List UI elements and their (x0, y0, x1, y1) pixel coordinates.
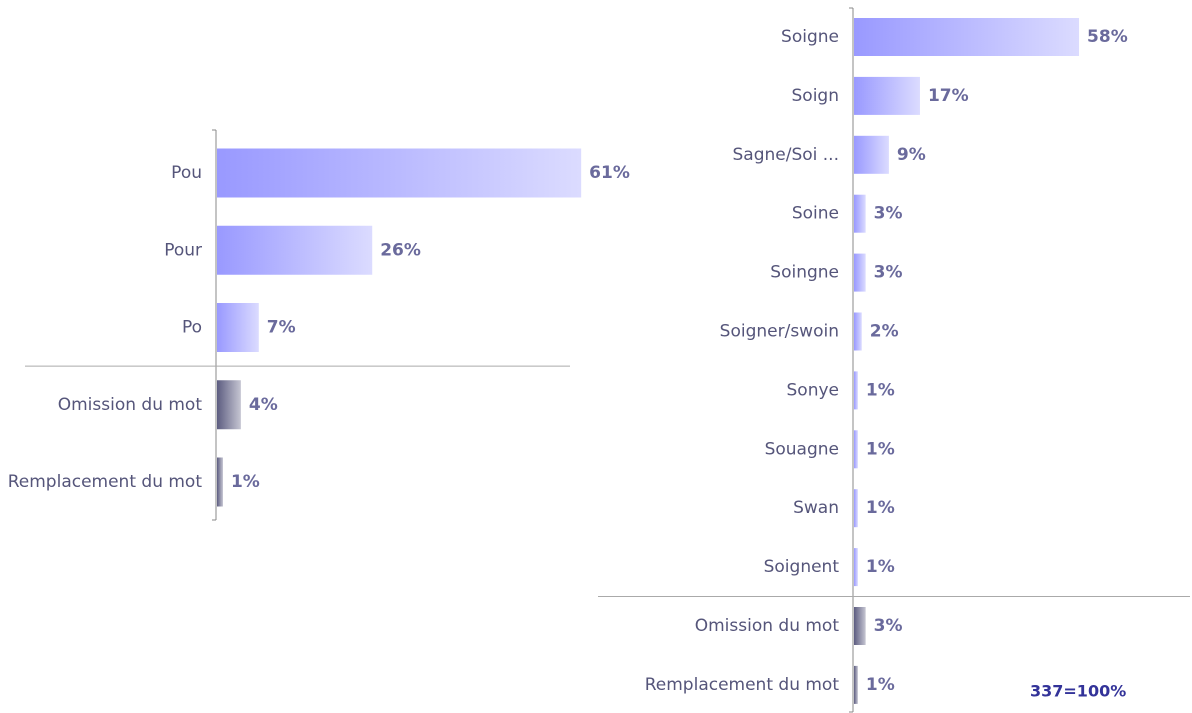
value-label: 17% (928, 86, 969, 106)
value-label: 26% (380, 240, 421, 260)
category-label: Soigner/swoin (720, 322, 839, 342)
category-label: Remplacement du mot (8, 472, 203, 492)
bar (854, 430, 858, 469)
category-label: Sonye (787, 380, 840, 400)
bar (217, 225, 373, 275)
value-label: 1% (866, 675, 895, 695)
value-label: 1% (231, 472, 260, 492)
category-label: Pour (164, 240, 202, 260)
bar (854, 194, 866, 233)
category-label: Soigne (781, 27, 839, 47)
bar (217, 380, 241, 430)
bar (854, 253, 866, 292)
bar (854, 489, 858, 528)
bar (854, 135, 889, 174)
category-label: Remplacement du mot (645, 675, 840, 695)
category-label: Sagne/Soi ... (733, 145, 840, 165)
value-label: 3% (874, 263, 903, 283)
value-label: 1% (866, 380, 895, 400)
footnote: 337=100% (1030, 682, 1126, 701)
value-label: 3% (874, 204, 903, 224)
category-label: Soignent (764, 557, 840, 577)
bar (854, 76, 920, 115)
bar (854, 548, 858, 587)
value-label: 1% (866, 557, 895, 577)
bar (217, 303, 259, 352)
bar (854, 665, 858, 704)
value-label: 1% (866, 439, 895, 459)
bar (217, 148, 582, 198)
category-label: Omission du mot (695, 616, 840, 636)
bar (854, 607, 866, 645)
category-label: Soingne (770, 263, 839, 283)
category-label: Omission du mot (58, 395, 203, 415)
value-label: 7% (267, 318, 296, 338)
category-label: Soine (792, 204, 839, 224)
value-label: 9% (897, 145, 926, 165)
category-label: Soign (792, 86, 839, 106)
category-label: Swan (793, 498, 839, 518)
category-label: Pou (171, 163, 202, 183)
value-label: 58% (1087, 27, 1128, 47)
value-label: 4% (249, 395, 278, 415)
category-label: Po (182, 318, 202, 338)
category-label: Souagne (765, 439, 839, 459)
value-label: 3% (874, 616, 903, 636)
bar (217, 457, 223, 507)
bar (854, 371, 858, 410)
bar (854, 312, 862, 351)
value-label: 1% (866, 498, 895, 518)
value-label: 61% (589, 163, 630, 183)
value-label: 2% (870, 322, 899, 342)
bar (854, 18, 1080, 56)
